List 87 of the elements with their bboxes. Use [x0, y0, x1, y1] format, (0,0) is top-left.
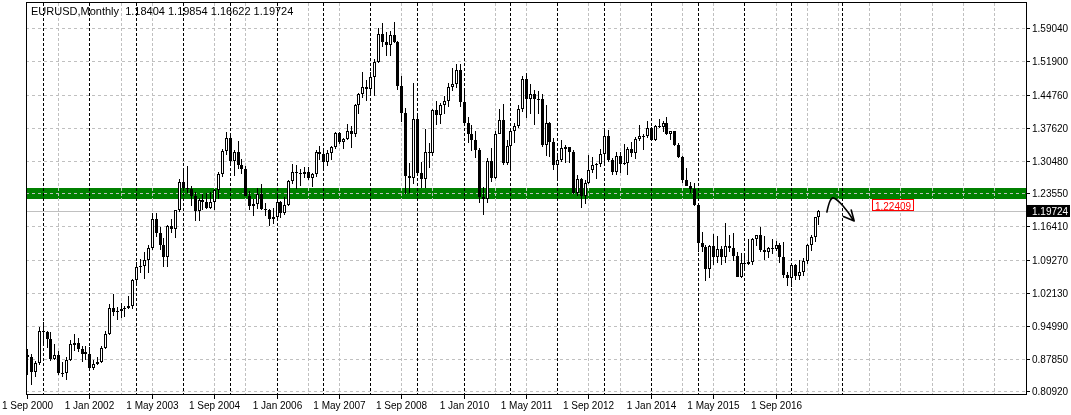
candlestick	[736, 251, 739, 278]
y-tick-label: 1.44760	[1032, 89, 1069, 101]
candlestick	[295, 164, 298, 190]
candlestick	[260, 183, 263, 211]
x-tick-label: 1 Sep 2012	[562, 399, 615, 411]
candlestick	[291, 163, 294, 185]
y-tick-label: 1.51900	[1032, 55, 1069, 67]
candlestick	[771, 238, 774, 255]
candlestick	[763, 235, 766, 261]
candlestick	[529, 83, 532, 115]
candlestick	[65, 356, 68, 381]
candlestick	[525, 72, 528, 119]
candlestick	[174, 209, 177, 239]
candlestick	[708, 244, 711, 279]
y-tick-label: 1.02130	[1032, 287, 1069, 299]
candlestick	[385, 31, 388, 57]
candlestick	[198, 197, 201, 222]
candlestick	[747, 238, 750, 266]
candlestick	[548, 121, 551, 158]
candlestick	[299, 168, 302, 187]
candlestick	[237, 140, 240, 170]
candlestick	[681, 155, 684, 184]
candlestick	[806, 243, 809, 265]
candlestick	[69, 339, 72, 362]
candlestick	[365, 79, 368, 101]
x-tick-label: 1 May 2007	[313, 399, 367, 411]
candlestick	[626, 146, 629, 176]
y-tick-label: 1.23550	[1032, 187, 1069, 199]
y-tick-label: 0.80920	[1032, 385, 1069, 397]
x-tick-label: 1 Jan 2002	[64, 399, 115, 411]
candlestick	[439, 102, 442, 125]
candlestick	[447, 82, 450, 108]
candlestick	[373, 58, 376, 97]
candlestick	[693, 182, 696, 207]
candlestick	[194, 191, 197, 222]
candlestick	[190, 185, 193, 207]
candlestick	[533, 89, 536, 126]
y-tick-label: 0.94990	[1032, 320, 1069, 332]
x-tick-label: 1 Sep 2016	[750, 399, 803, 411]
candlestick	[560, 139, 563, 163]
candlestick	[716, 235, 719, 264]
y-tick-label: 0.87850	[1032, 353, 1069, 365]
candlestick	[213, 188, 216, 211]
x-tick-label: 1 May 2011	[500, 399, 553, 411]
candlestick	[517, 104, 520, 129]
x-tick-label: 1 Sep 2004	[188, 399, 241, 411]
candlestick	[580, 177, 583, 209]
chart-title: EURUSD,Monthly 1.18404 1.19854 1.16622 1.19724	[31, 5, 294, 17]
candlestick	[513, 122, 516, 144]
x-tick-label: 1 May 2015	[687, 399, 741, 411]
candlestick	[712, 233, 715, 266]
candlestick	[451, 67, 454, 92]
candlestick	[759, 226, 762, 253]
candlestick	[143, 251, 146, 280]
candlestick	[389, 30, 392, 57]
candlestick	[552, 137, 555, 171]
candlestick	[57, 350, 60, 376]
candlestick	[634, 136, 637, 160]
candlestick	[798, 259, 801, 281]
x-tick-label: 1 Sep 2000	[1, 399, 54, 411]
candlestick	[248, 190, 251, 211]
candlestick	[615, 151, 618, 176]
candlestick	[104, 330, 107, 350]
candlestick	[732, 232, 735, 262]
candlestick	[564, 144, 567, 164]
candlestick	[782, 241, 785, 279]
x-tick-label: 1 Jan 2010	[439, 399, 490, 411]
candlestick	[751, 237, 754, 266]
x-tick-label: 1 Sep 2008	[375, 399, 428, 411]
candlestick	[315, 149, 318, 178]
y-tick-label: 1.37620	[1032, 122, 1069, 134]
x-tick-label: 1 Jan 2014	[626, 399, 677, 411]
y-tick-label: 1.09270	[1032, 254, 1069, 266]
candlestick	[474, 130, 477, 159]
candlestick	[147, 244, 150, 274]
y-tick-label: 1.59040	[1032, 22, 1069, 34]
candlestick	[256, 187, 259, 210]
y-tick-label: 1.30480	[1032, 155, 1069, 167]
candlestick	[724, 222, 727, 264]
candlestick	[443, 95, 446, 115]
y-tick-label: 1.16410	[1032, 220, 1069, 232]
x-tick-label: 1 May 2003	[126, 399, 180, 411]
x-tick-label: 1 Jan 2006	[252, 399, 303, 411]
candlestick	[30, 353, 33, 386]
candlestick	[720, 245, 723, 266]
candlestick	[619, 151, 622, 174]
candlestick	[120, 302, 123, 318]
